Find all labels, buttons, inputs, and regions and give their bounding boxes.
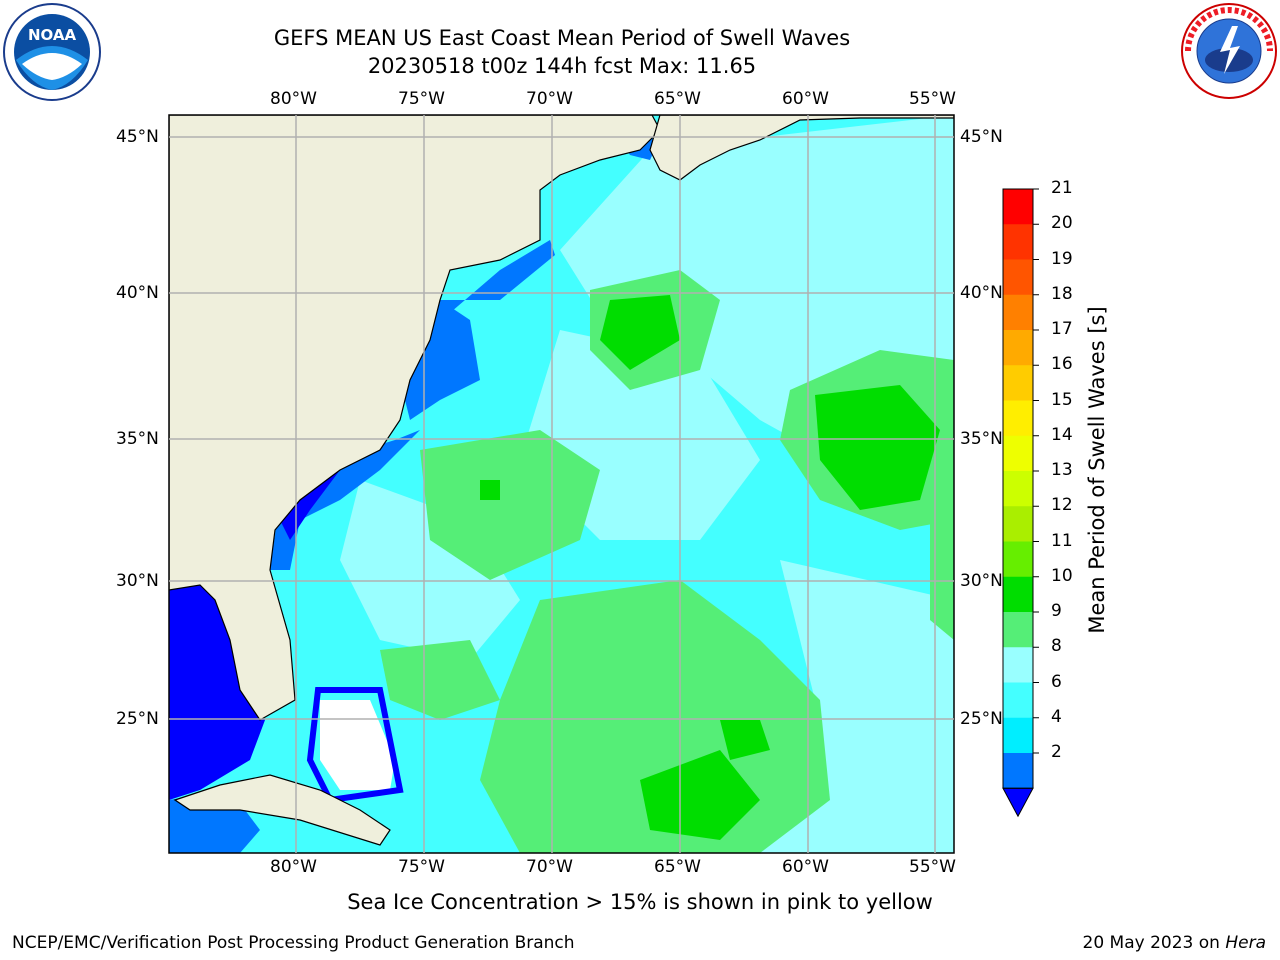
colorbar-swatch: [1003, 753, 1033, 789]
colorbar-tick-label: 13: [1051, 460, 1073, 480]
colorbar-tick-label: 2: [1051, 742, 1062, 762]
colorbar-swatch: [1003, 435, 1033, 472]
lon-label-top: 70°W: [526, 89, 573, 109]
lat-label-left: 40°N: [116, 283, 159, 303]
colorbar-tick-label: 11: [1051, 530, 1073, 551]
lon-label-bottom: 65°W: [654, 857, 701, 877]
lat-label-right: 25°N: [960, 709, 1003, 729]
colorbar-tick-label: 8: [1051, 636, 1062, 657]
map-subtitle: 20230518 t00z 144h fcst Max: 11.65: [367, 54, 757, 78]
colorbar-title: Mean Period of Swell Waves [s]: [1085, 306, 1109, 634]
colorbar-swatch: [1003, 259, 1033, 296]
colorbar-tick-label: 12: [1051, 495, 1073, 516]
colorbar-swatch: [1003, 647, 1033, 683]
colorbar-swatch: [1003, 471, 1033, 507]
lat-label-left: 45°N: [116, 127, 159, 147]
lon-label-top: 60°W: [782, 89, 829, 109]
lat-label-right: 45°N: [960, 127, 1003, 147]
lat-label-right: 40°N: [960, 283, 1003, 303]
national-weather-service-logo: [1181, 3, 1277, 99]
footer-date-text: 20 May 2023 on: [1082, 933, 1226, 953]
colorbar-swatch: [1003, 294, 1033, 331]
lon-label-bottom: 80°W: [270, 857, 317, 877]
lon-label-bottom: 75°W: [398, 857, 445, 877]
colorbar-swatch: [1003, 189, 1033, 225]
colorbar-tick-label: 18: [1051, 283, 1073, 304]
lat-label-left: 35°N: [116, 429, 159, 449]
lon-label-bottom: 70°W: [526, 857, 573, 877]
lat-label-right: 30°N: [960, 571, 1003, 591]
lon-label-top: 55°W: [909, 89, 956, 109]
lon-label-top: 75°W: [398, 89, 445, 109]
lon-label-bottom: 55°W: [909, 857, 956, 877]
colorbar-tick-label: 21: [1051, 178, 1073, 198]
colorbar: [1002, 188, 1039, 818]
colorbar-swatch: [1003, 612, 1033, 648]
colorbar-tick-label: 20: [1051, 213, 1073, 234]
colorbar-tick-label: 6: [1051, 671, 1062, 692]
lon-label-bottom: 60°W: [782, 857, 829, 877]
lon-label-top: 80°W: [270, 89, 317, 109]
colorbar-tick-label: 19: [1051, 248, 1073, 269]
sea-ice-caption: Sea Ice Concentration > 15% is shown in …: [347, 890, 933, 914]
lat-label-right: 35°N: [960, 429, 1003, 449]
colorbar-tick-label: 9: [1051, 601, 1062, 621]
colorbar-swatch: [1003, 576, 1033, 613]
colorbar-swatch: [1003, 224, 1033, 260]
colorbar-frame: [1002, 188, 1034, 789]
colorbar-swatch: [1003, 717, 1033, 754]
colorbar-tick-label: 16: [1051, 354, 1073, 375]
colorbar-swatch: [1003, 541, 1033, 578]
colorbar-swatch: [1003, 682, 1033, 719]
footer-credit: NCEP/EMC/Verification Post Processing Pr…: [12, 933, 575, 953]
colorbar-swatch: [1003, 506, 1033, 542]
lon-label-top: 65°W: [654, 89, 701, 109]
colorbar-swatch: [1003, 365, 1033, 401]
colorbar-tick-label: 4: [1051, 706, 1062, 727]
colorbar-tick-label: 10: [1051, 565, 1073, 586]
map-title: GEFS MEAN US East Coast Mean Period of S…: [273, 26, 851, 50]
colorbar-extend-arrow: [1002, 787, 1034, 818]
footer-host: Hera: [1225, 933, 1266, 953]
swell-period-field: [169, 115, 954, 853]
svg-text:NOAA: NOAA: [28, 26, 77, 44]
noaa-logo: NOAA: [3, 3, 101, 101]
lat-label-left: 30°N: [116, 571, 159, 591]
colorbar-swatch: [1003, 400, 1033, 437]
colorbar-tick-label: 14: [1051, 424, 1073, 445]
lat-label-left: 25°N: [116, 709, 159, 729]
colorbar-tick-label: 15: [1051, 389, 1073, 410]
colorbar-swatch: [1003, 330, 1033, 366]
graticule: [169, 115, 954, 853]
map-frame: [168, 114, 955, 854]
colorbar-tick-label: 17: [1051, 319, 1073, 339]
footer-date: 20 May 2023 on Hera: [1083, 933, 1267, 953]
